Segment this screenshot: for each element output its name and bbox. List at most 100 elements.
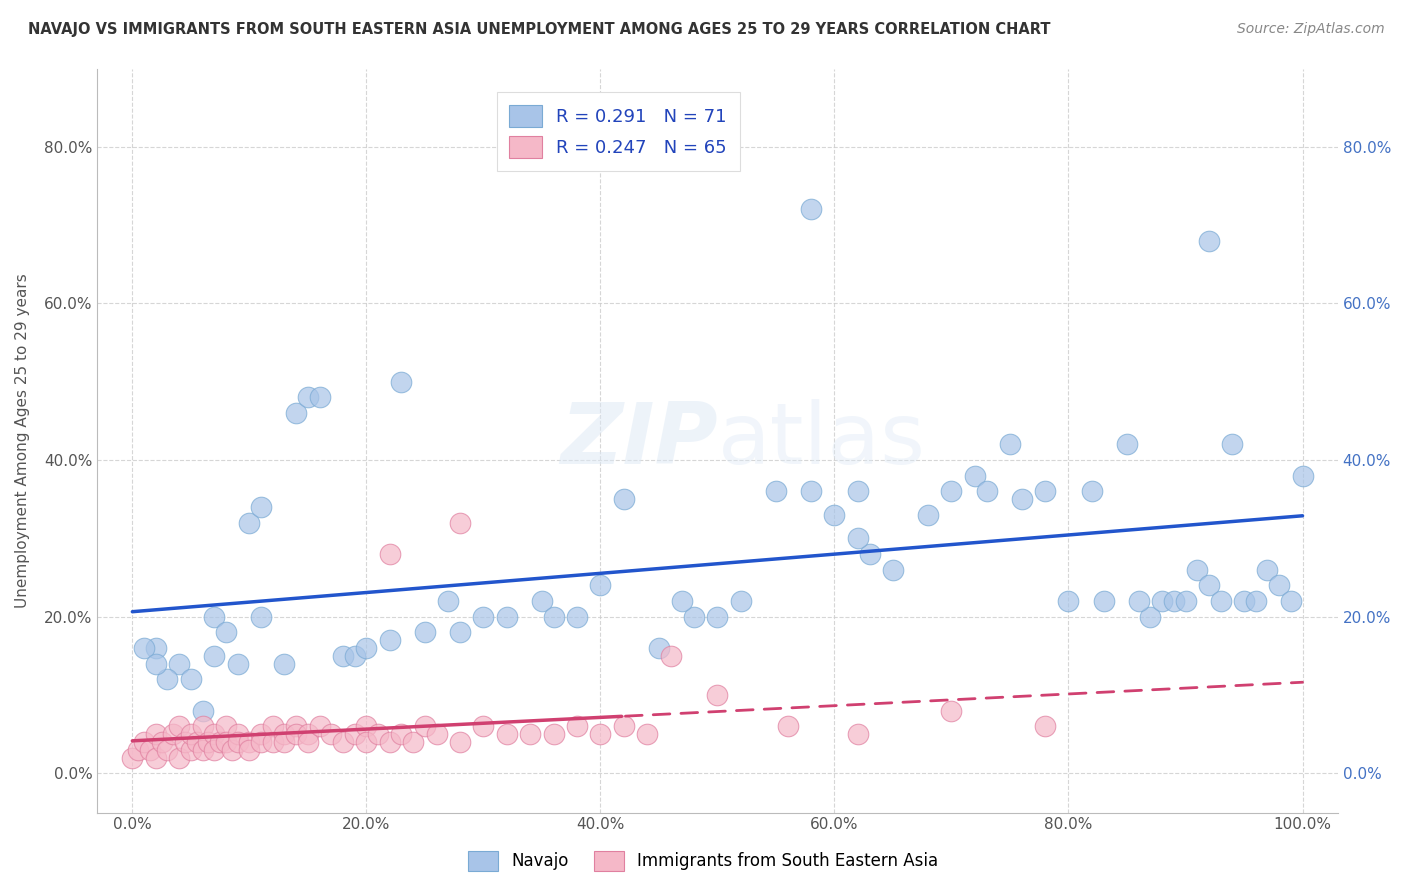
Point (167, 750, 190, 764)
Point (321, 727, 343, 741)
Point (202, 743, 225, 757)
Point (765, 484, 787, 499)
Point (356, 735, 378, 749)
Point (472, 719, 495, 733)
Point (250, 609, 273, 624)
Point (882, 563, 904, 577)
Point (186, 735, 208, 749)
Point (250, 500, 273, 514)
Point (197, 735, 219, 749)
Point (191, 704, 214, 718)
Point (426, 727, 449, 741)
Point (238, 516, 260, 530)
Point (250, 735, 273, 749)
Point (202, 648, 225, 663)
Point (495, 727, 517, 741)
Point (449, 735, 471, 749)
Point (167, 719, 190, 733)
Point (391, 375, 413, 389)
Point (285, 727, 308, 741)
Point (1256, 563, 1278, 577)
Point (963, 468, 986, 483)
Point (139, 743, 162, 757)
Point (226, 657, 249, 671)
Point (273, 735, 295, 749)
Point (297, 391, 319, 405)
Point (156, 673, 179, 687)
Point (1187, 563, 1209, 577)
Text: NAVAJO VS IMMIGRANTS FROM SOUTH EASTERN ASIA UNEMPLOYMENT AMONG AGES 25 TO 29 YE: NAVAJO VS IMMIGRANTS FROM SOUTH EASTERN … (28, 22, 1050, 37)
Point (308, 719, 330, 733)
Point (589, 578, 612, 592)
Point (262, 719, 284, 733)
Point (1268, 578, 1291, 592)
Point (297, 727, 319, 741)
Point (846, 484, 869, 499)
Point (824, 508, 846, 522)
Point (1033, 484, 1056, 499)
Point (671, 594, 693, 608)
Point (215, 719, 238, 733)
Point (800, 202, 823, 217)
Point (413, 625, 436, 640)
Point (976, 484, 998, 499)
Point (543, 727, 565, 741)
Point (215, 735, 238, 749)
Point (1033, 719, 1056, 733)
Point (543, 609, 565, 624)
Point (565, 609, 588, 624)
Point (145, 657, 167, 671)
Legend: Navajo, Immigrants from South Eastern Asia: Navajo, Immigrants from South Eastern As… (460, 842, 946, 880)
Point (1279, 594, 1302, 608)
Point (145, 727, 167, 741)
Point (1139, 609, 1161, 624)
Point (449, 625, 471, 640)
Point (1174, 594, 1197, 608)
Point (174, 735, 197, 749)
Point (1233, 594, 1256, 608)
Point (297, 735, 319, 749)
Point (776, 719, 799, 733)
Point (145, 641, 167, 656)
Point (1163, 594, 1185, 608)
Point (565, 719, 588, 733)
Point (202, 727, 225, 741)
Point (648, 641, 671, 656)
Point (378, 735, 401, 749)
Point (343, 727, 366, 741)
Point (343, 648, 366, 663)
Point (530, 594, 553, 608)
Point (1198, 578, 1220, 592)
Point (589, 727, 612, 741)
Point (391, 727, 413, 741)
Text: atlas: atlas (717, 399, 925, 482)
Point (209, 735, 232, 749)
Point (250, 727, 273, 741)
Point (191, 743, 214, 757)
Point (941, 704, 963, 718)
Point (215, 625, 238, 640)
Point (238, 743, 260, 757)
Point (378, 633, 401, 648)
Point (1092, 594, 1115, 608)
Point (1152, 594, 1174, 608)
Point (1128, 594, 1150, 608)
Point (706, 609, 728, 624)
Point (332, 735, 354, 749)
Text: Source: ZipAtlas.com: Source: ZipAtlas.com (1237, 22, 1385, 37)
Point (202, 609, 225, 624)
Point (180, 727, 202, 741)
Y-axis label: Unemployment Among Ages 25 to 29 years: Unemployment Among Ages 25 to 29 years (15, 273, 30, 608)
Point (846, 532, 869, 546)
Point (636, 727, 658, 741)
Point (1244, 594, 1267, 608)
Point (519, 727, 541, 741)
Point (1011, 492, 1033, 507)
Point (191, 719, 214, 733)
Point (273, 657, 295, 671)
Point (1116, 437, 1139, 451)
Point (846, 727, 869, 741)
Point (121, 750, 143, 764)
Point (1291, 468, 1313, 483)
Point (437, 594, 460, 608)
